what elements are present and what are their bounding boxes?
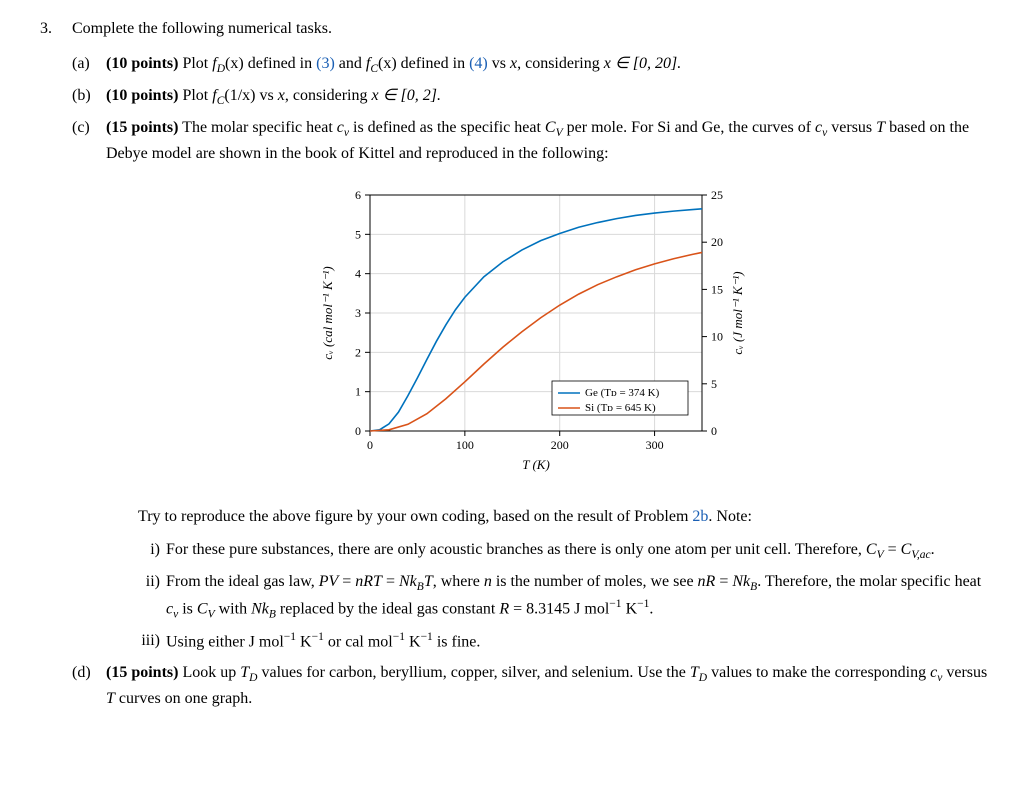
svg-text:0: 0 [711, 424, 717, 438]
part-c: (c) (15 points) The molar specific heat … [72, 116, 991, 165]
note-ii: ii) From the ideal gas law, PV = nRT = N… [138, 570, 991, 623]
part-c-label: (c) [72, 116, 106, 165]
part-d-label: (d) [72, 661, 106, 710]
debye-chart: 0 100 200 300 0 1 2 3 4 5 6 0 5 10 15 20 25 Ge (Tᴅ = 374 … [312, 183, 752, 483]
part-d-points: (15 points) [106, 664, 178, 681]
svg-text:10: 10 [711, 329, 723, 343]
part-b-label: (b) [72, 84, 106, 110]
svg-text:0: 0 [367, 438, 373, 452]
part-d: (d) (15 points) Look up TD values for ca… [72, 661, 991, 710]
part-a-body: (10 points) Plot fD(x) defined in (3) an… [106, 52, 991, 78]
part-a: (a) (10 points) Plot fD(x) defined in (3… [72, 52, 991, 78]
part-a-points: (10 points) [106, 55, 178, 72]
problem-intro: Complete the following numerical tasks. [72, 20, 991, 38]
svg-text:6: 6 [355, 188, 361, 202]
svg-text:Ge (Tᴅ = 374 K): Ge (Tᴅ = 374 K) [585, 387, 660, 399]
ref-3: (3) [316, 55, 335, 72]
ref-2b: 2b [692, 508, 708, 525]
part-b-body: (10 points) Plot fC(1/x) vs x, consideri… [106, 84, 991, 110]
chart-container: 0 100 200 300 0 1 2 3 4 5 6 0 5 10 15 20 25 Ge (Tᴅ = 374 … [72, 183, 991, 483]
svg-text:0: 0 [355, 424, 361, 438]
part-c-points: (15 points) [106, 119, 178, 136]
svg-text:100: 100 [455, 438, 473, 452]
svg-text:4: 4 [355, 266, 361, 280]
svg-text:300: 300 [645, 438, 663, 452]
svg-text:20: 20 [711, 235, 723, 249]
after-chart-text: Try to reproduce the above figure by you… [138, 505, 971, 528]
problem-number: 3. [40, 20, 72, 38]
ref-4: (4) [469, 55, 488, 72]
svg-text:15: 15 [711, 282, 723, 296]
svg-text:2: 2 [355, 345, 361, 359]
svg-text:3: 3 [355, 306, 361, 320]
part-b-points: (10 points) [106, 87, 178, 104]
note-i: i) For these pure substances, there are … [138, 538, 991, 564]
part-b: (b) (10 points) Plot fC(1/x) vs x, consi… [72, 84, 991, 110]
part-a-label: (a) [72, 52, 106, 78]
svg-text:5: 5 [355, 227, 361, 241]
svg-text:T (K): T (K) [522, 457, 550, 472]
note-iii: iii) Using either J mol−1 K−1 or cal mol… [138, 629, 991, 654]
svg-text:1: 1 [355, 384, 361, 398]
svg-text:cᵥ (cal mol⁻¹ K⁻¹): cᵥ (cal mol⁻¹ K⁻¹) [320, 266, 335, 359]
svg-text:5: 5 [711, 377, 717, 391]
svg-text:25: 25 [711, 188, 723, 202]
part-d-body: (15 points) Look up TD values for carbon… [106, 661, 991, 710]
notes-list: i) For these pure substances, there are … [138, 538, 991, 653]
svg-text:cᵥ (J mol⁻¹ K⁻¹): cᵥ (J mol⁻¹ K⁻¹) [730, 271, 745, 354]
svg-text:Si (Tᴅ = 645 K): Si (Tᴅ = 645 K) [585, 402, 656, 414]
part-c-body: (15 points) The molar specific heat cv i… [106, 116, 991, 165]
problem-3: 3. Complete the following numerical task… [40, 20, 991, 38]
svg-text:200: 200 [550, 438, 568, 452]
subparts: (a) (10 points) Plot fD(x) defined in (3… [72, 52, 991, 711]
